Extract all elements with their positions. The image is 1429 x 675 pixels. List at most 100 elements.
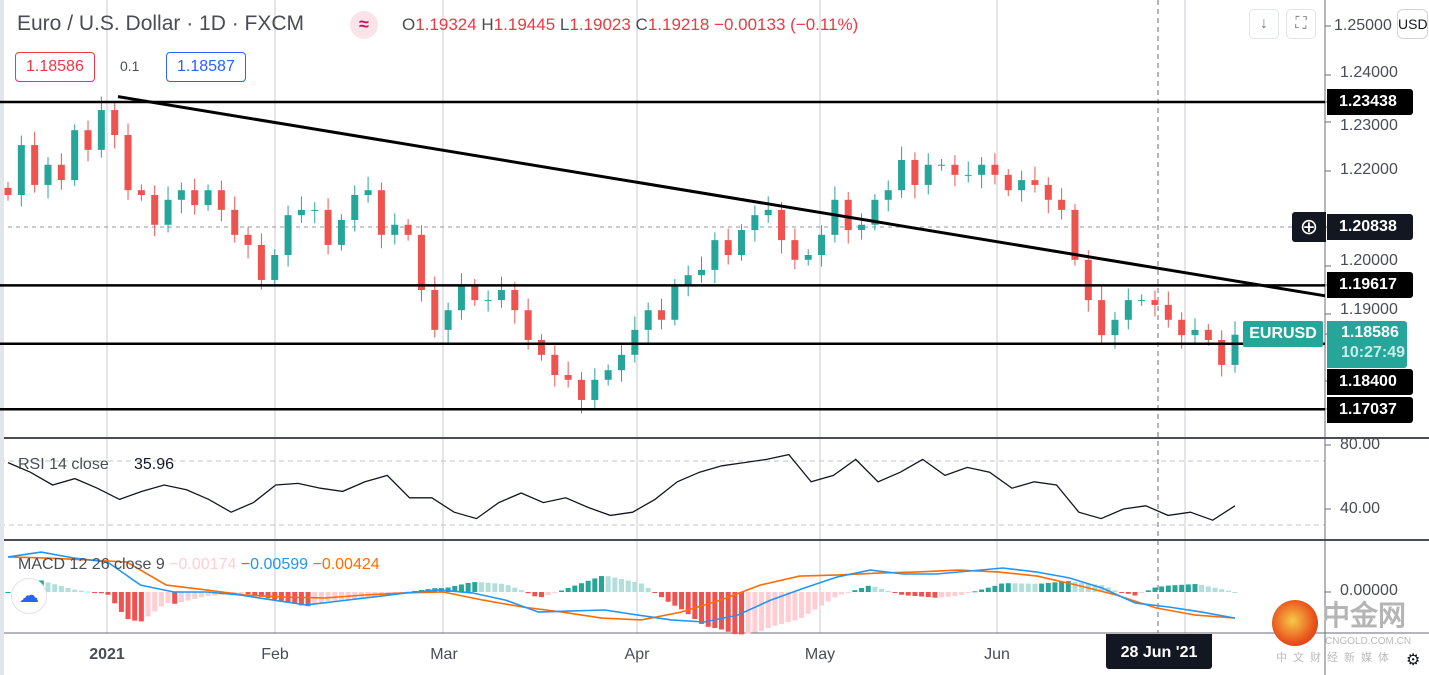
- candle-up: [284, 215, 292, 255]
- macd-histogram-bar: [45, 582, 51, 592]
- macd-histogram-bar: [1052, 582, 1058, 592]
- macd-histogram-bar: [585, 580, 591, 592]
- macd-histogram-bar: [645, 588, 651, 592]
- macd-histogram-bar: [152, 592, 158, 612]
- wave-icon[interactable]: ≈: [350, 11, 378, 39]
- candle-down: [244, 234, 252, 245]
- macd-histogram-bar: [945, 592, 951, 597]
- last-price-label: 1.18586 10:27:49: [1327, 321, 1407, 368]
- candle-up: [924, 164, 932, 185]
- macd-histogram-bar: [1005, 583, 1011, 592]
- candle-down: [4, 187, 12, 195]
- symbol-title[interactable]: Euro / U.S. Dollar · 1D · FXCM: [17, 12, 305, 35]
- macd-histogram-bar: [132, 592, 138, 621]
- sell-button[interactable]: 1.18586: [15, 52, 95, 82]
- candle-up: [71, 130, 79, 181]
- macd-histogram-bar: [652, 592, 658, 593]
- macd-histogram-bar: [178, 592, 184, 603]
- macd-histogram-bar: [465, 582, 471, 592]
- macd-histogram-bar: [1212, 587, 1218, 592]
- currency-button[interactable]: USD: [1397, 9, 1428, 39]
- candle-down: [511, 290, 519, 311]
- macd-histogram-bar: [619, 579, 624, 592]
- macd-histogram-bar: [612, 577, 618, 592]
- cloud-icon[interactable]: ☁: [11, 578, 47, 614]
- candle-down: [417, 234, 425, 291]
- macd-histogram-bar: [1065, 581, 1071, 592]
- macd-value: −0.00599: [240, 556, 309, 573]
- macd-histogram-bar: [1132, 592, 1138, 596]
- close-value: 1.19218: [647, 15, 710, 34]
- macd-histogram-bar: [458, 584, 464, 592]
- candle-up: [804, 255, 812, 260]
- candle-down: [84, 130, 92, 150]
- candle-up: [1138, 300, 1146, 302]
- macd-histogram-bar: [972, 591, 978, 593]
- rsi-legend-name[interactable]: RSI 14 close: [18, 456, 109, 473]
- candle-down: [1071, 209, 1079, 260]
- macd-histogram-bar: [885, 590, 891, 592]
- time-label: 2021: [89, 646, 125, 663]
- macd-histogram-bar: [1025, 583, 1031, 592]
- macd-histogram-bar: [212, 592, 218, 596]
- macd-histogram-bar: [92, 592, 98, 593]
- macd-histogram-bar: [659, 592, 665, 598]
- candle-down: [778, 209, 786, 241]
- candle-down: [1164, 304, 1172, 320]
- macd-histogram-bar: [899, 592, 905, 595]
- macd-histogram-bar: [172, 592, 178, 604]
- crosshair-price-label: 1.20838: [1327, 214, 1413, 240]
- macd-histogram-bar: [598, 576, 604, 592]
- candle-down: [991, 164, 999, 175]
- add-alert-icon[interactable]: ⊕: [1292, 212, 1326, 242]
- macd-histogram-bar: [1019, 583, 1025, 592]
- time-label: Mar: [430, 646, 458, 663]
- macd-histogram-bar: [999, 583, 1005, 592]
- rsi-line: [7, 453, 1236, 521]
- macd-legend[interactable]: MACD 12 26 close 9 −0.00174 −0.00599 −0.…: [18, 556, 380, 574]
- watermark-tagline: 中文财经新媒体: [1276, 652, 1395, 664]
- macd-histogram-bar: [485, 582, 491, 592]
- candle-down: [551, 354, 559, 375]
- macd-histogram-bar: [1192, 584, 1198, 592]
- macd-signal-value: −0.00424: [312, 556, 380, 573]
- candle-up: [604, 370, 612, 380]
- macd-histogram-bar: [952, 592, 958, 597]
- candle-up: [871, 199, 879, 225]
- high-label: H: [481, 15, 494, 34]
- macd-histogram-bar: [138, 592, 144, 622]
- download-icon[interactable]: ↓: [1249, 9, 1279, 39]
- candle-up: [831, 199, 839, 235]
- macd-histogram-bar: [812, 592, 818, 610]
- candle-up: [964, 174, 972, 176]
- candle-down: [124, 135, 132, 191]
- macd-histogram-bar: [1079, 582, 1085, 592]
- candle-up: [938, 164, 946, 166]
- candle-up: [311, 209, 319, 211]
- watermark-logo-icon: [1272, 600, 1318, 646]
- buy-button[interactable]: 1.18587: [166, 52, 246, 82]
- candle-up: [684, 275, 692, 285]
- macd-histogram-bar: [1072, 581, 1078, 592]
- macd-histogram-bar: [1032, 583, 1038, 592]
- macd-histogram-bar: [305, 592, 311, 607]
- macd-histogram-bar: [545, 592, 551, 595]
- settings-gear-icon[interactable]: ⚙: [1406, 652, 1421, 669]
- candle-up: [591, 379, 599, 400]
- rsi-tick: 80.00: [1340, 436, 1381, 453]
- candle-up: [164, 199, 172, 225]
- candle-up: [1018, 180, 1026, 191]
- candle-down: [1044, 184, 1052, 200]
- level-label: 1.18400: [1327, 369, 1413, 395]
- macd-histogram-bar: [839, 592, 845, 595]
- macd-histogram-bar: [478, 582, 484, 592]
- fullscreen-icon[interactable]: ⛶: [1286, 9, 1316, 39]
- macd-histogram-bar: [605, 576, 611, 592]
- candle-down: [31, 145, 39, 185]
- open-label: O: [402, 15, 416, 34]
- level-label: 1.17037: [1327, 397, 1413, 423]
- macd-histogram-bar: [238, 592, 244, 594]
- macd-histogram-bar: [639, 583, 645, 592]
- macd-histogram-bar: [1119, 592, 1125, 593]
